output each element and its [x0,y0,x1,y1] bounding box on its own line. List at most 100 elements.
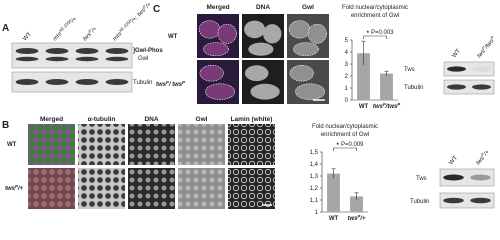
row-label: twsP/+ [5,184,23,193]
lane-label: mtsXE-2258/+ [50,14,78,42]
row-label: twsP/ twsP [156,80,185,89]
y-tick-label: 5 [345,38,349,44]
y-tick-label: 3 [345,62,349,68]
cell [244,20,266,39]
y-tick-label: 1,1 [310,198,319,204]
blot-band [472,84,491,90]
bar [357,53,370,100]
blot-band [447,66,466,72]
micrograph [228,168,275,209]
micrograph [178,124,225,165]
cell [248,42,274,56]
label-part: /+ [482,149,491,158]
label-part: P [15,184,18,189]
label-part: /+ [17,186,24,192]
column-header: Gwl [302,4,314,11]
label-part: P [397,102,400,107]
blot-band [45,56,69,62]
y-tick-label: 0 [345,98,349,104]
cell [198,20,221,39]
column-header: Merged [40,116,63,123]
blot-band [447,84,466,90]
label-part: P [358,214,361,219]
chart-title: enrichment of Gwl [321,132,369,138]
y-tick-label: 1,4 [310,162,319,168]
lane-label: WT [451,48,462,59]
blot-band [75,56,99,62]
blot-box [443,61,495,77]
micrograph [78,124,125,165]
column-header: Merged [206,4,229,11]
column-header: DNA [256,4,270,11]
label-part: /+; tws [130,7,147,24]
lane-label: mtsXE-2258/+; twsP/+ [110,0,153,42]
micrograph [28,124,75,165]
panel-letter: C [153,4,160,15]
micrograph [128,124,175,165]
blot-band [470,197,491,204]
micrograph [28,168,75,209]
blot-band [45,79,69,85]
band-label: Tws [416,176,427,182]
blot-band [443,197,464,204]
column-header: α-tubulin [88,116,116,123]
p-value: P=0.009 [341,142,364,148]
chart-title: Fold nuclear/cytoplasmic [342,5,408,11]
band-label: ]Gwl-Phos [133,48,163,54]
blot-band [470,174,491,181]
lane-label: twsP/twsP [475,34,498,59]
y-tick-label: 4 [345,50,349,56]
label-part: tws [82,32,93,43]
panel-letter: A [2,23,9,34]
chart-title: Fold nuclear/cytoplasmic [312,124,378,130]
blot-band [45,48,69,54]
blot-box [11,71,133,93]
label-part: /+ [70,16,79,25]
label-part: /+ [359,216,366,222]
y-tick-label: 1,2 [310,186,319,192]
blot-band [15,56,39,62]
cell [250,83,280,100]
x-tick-label: WT [359,104,369,110]
label-part: tws [475,156,485,167]
label-part: P [489,34,495,40]
lane-label: WT [22,31,33,42]
cell [295,83,326,100]
column-header: DNA [144,116,158,123]
label-part: mts [112,31,123,42]
micrograph [78,168,125,209]
lane-label: twsP/+ [474,147,492,166]
x-tick-label: WT [329,216,339,222]
band-label: Tubulin [404,85,423,91]
blot-box [439,168,495,187]
cell [205,83,236,100]
y-tick-label: 1,5 [310,150,319,156]
band-label: Tws [404,67,415,73]
figure: AWT mtsXE-2258/+twsP/+mtsXE-2258/+; twsP/… [2,0,498,222]
y-tick-label: 1 [315,210,319,216]
label-part: /tws [483,38,495,51]
cell [288,20,311,39]
lane-label: WT [448,155,459,166]
blot-band [443,174,464,181]
significance-bracket [363,35,387,39]
label-part: P [87,28,93,34]
significance-star: * [367,31,370,37]
label-part: tws [373,104,384,110]
cell [292,42,319,57]
label-part: P [383,102,386,107]
label-part: tws [348,216,359,222]
column-header: Lamin (white) [231,116,273,123]
micrograph [178,168,225,209]
blot-band [105,48,129,54]
label-part: /tws [385,104,398,110]
column-header: Gwl [196,116,208,123]
cell [307,23,327,44]
label-part: P [479,152,485,158]
row-label: WT [168,34,178,40]
row-label: WT [7,142,17,148]
blot-box [439,192,495,209]
label-part: P [141,4,147,10]
label-part: tws [5,186,16,192]
x-tick-label: twsP/twsP [373,102,400,111]
